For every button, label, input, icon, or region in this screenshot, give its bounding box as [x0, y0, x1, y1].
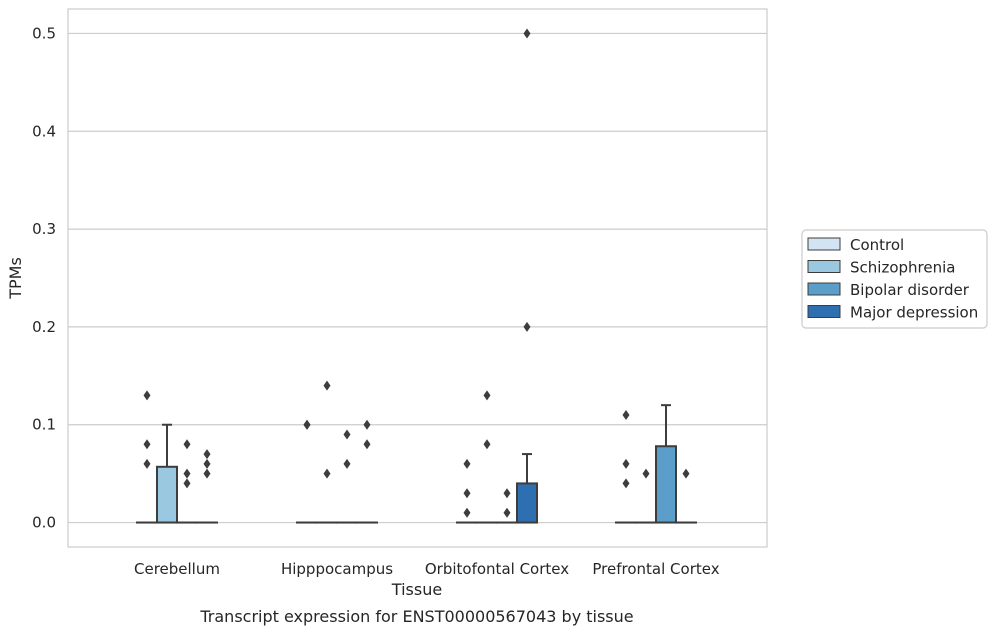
box-bipolar-disorder-2: [496, 488, 518, 524]
box-control-0: [136, 390, 158, 524]
legend-swatch: [807, 237, 841, 251]
outlier-point: [303, 419, 311, 430]
legend-swatch: [807, 260, 841, 273]
box-groups: [136, 28, 697, 524]
outlier-point: [363, 419, 371, 430]
x-tick-label: Orbitofontal Cortex: [425, 560, 569, 578]
outlier-point: [523, 28, 531, 39]
outlier-point: [143, 390, 151, 401]
x-tick-label: Prefrontal Cortex: [592, 560, 719, 578]
outlier-point: [183, 468, 191, 479]
x-axis-label: Tissue: [391, 580, 442, 599]
outlier-point: [323, 468, 331, 479]
legend-label: Major depression: [850, 304, 978, 322]
legend-label: Schizophrenia: [850, 259, 955, 277]
y-tick-label: 0.1: [32, 416, 56, 434]
chart-title: Transcript expression for ENST0000056704…: [199, 607, 633, 626]
x-axis-ticks: Cerebellum Hipppocampus Orbitofontal Corte…: [134, 560, 720, 578]
box-bipolar-disorder-0: [176, 439, 198, 524]
box-control-2: [456, 458, 478, 524]
legend: Control Schizophrenia Bipolar disorder Majo…: [801, 229, 988, 329]
box-major-depression-2: [516, 28, 538, 524]
outlier-point: [622, 458, 630, 469]
box-major-depression-0: [196, 449, 218, 524]
outlier-point: [203, 449, 211, 460]
plot-frame: [67, 8, 768, 548]
box-control-3: [615, 409, 637, 524]
legend-swatch: [807, 305, 841, 318]
y-tick-label: 0.0: [32, 514, 56, 532]
outlier-point: [203, 458, 211, 469]
y-tick-label: 0.3: [32, 220, 56, 238]
legend-label: Bipolar disorder: [850, 281, 970, 299]
y-tick-label: 0.4: [32, 122, 56, 140]
box-body: [156, 465, 178, 524]
box-bipolar-disorder-1: [336, 429, 358, 524]
outlier-point: [463, 458, 471, 469]
x-tick-label: Hipppocampus: [281, 560, 393, 578]
outlier-point: [483, 390, 491, 401]
outlier-point: [183, 439, 191, 450]
x-tick-label: Cerebellum: [134, 560, 220, 578]
outlier-point: [463, 488, 471, 499]
legend-label: Control: [850, 236, 904, 254]
box-schizophrenia-1: [316, 380, 338, 524]
legend-swatch: [807, 282, 841, 296]
box-major-depression-1: [356, 419, 378, 524]
outlier-point: [463, 507, 471, 518]
box-schizophrenia-3: [635, 468, 657, 524]
outlier-point: [343, 458, 351, 469]
outlier-point: [143, 439, 151, 450]
box-schizophrenia-2: [476, 390, 498, 524]
box-bipolar-disorder-3: [655, 404, 677, 524]
outlier-point: [682, 468, 690, 479]
box-body: [516, 482, 538, 524]
outlier-point: [642, 468, 650, 479]
outlier-point: [143, 458, 151, 469]
legend-frame: [801, 229, 988, 329]
outlier-point: [622, 478, 630, 489]
y-axis-ticks: 0.0 0.1 0.2 0.3 0.4 0.5: [32, 24, 56, 531]
y-tick-label: 0.2: [32, 318, 56, 336]
outlier-point: [203, 468, 211, 479]
outlier-point: [483, 439, 491, 450]
box-control-1: [296, 419, 318, 524]
outlier-point: [622, 409, 630, 420]
outlier-point: [503, 488, 511, 499]
outlier-point: [503, 507, 511, 518]
y-tick-label: 0.5: [32, 24, 56, 42]
outlier-point: [363, 439, 371, 450]
box-schizophrenia-0: [156, 423, 178, 524]
outlier-point: [323, 380, 331, 391]
outlier-point: [523, 321, 531, 332]
box-major-depression-3: [675, 468, 697, 524]
y-axis-label: TPMs: [6, 257, 25, 300]
outlier-point: [343, 429, 351, 440]
box-body: [655, 445, 677, 524]
outlier-point: [183, 478, 191, 489]
